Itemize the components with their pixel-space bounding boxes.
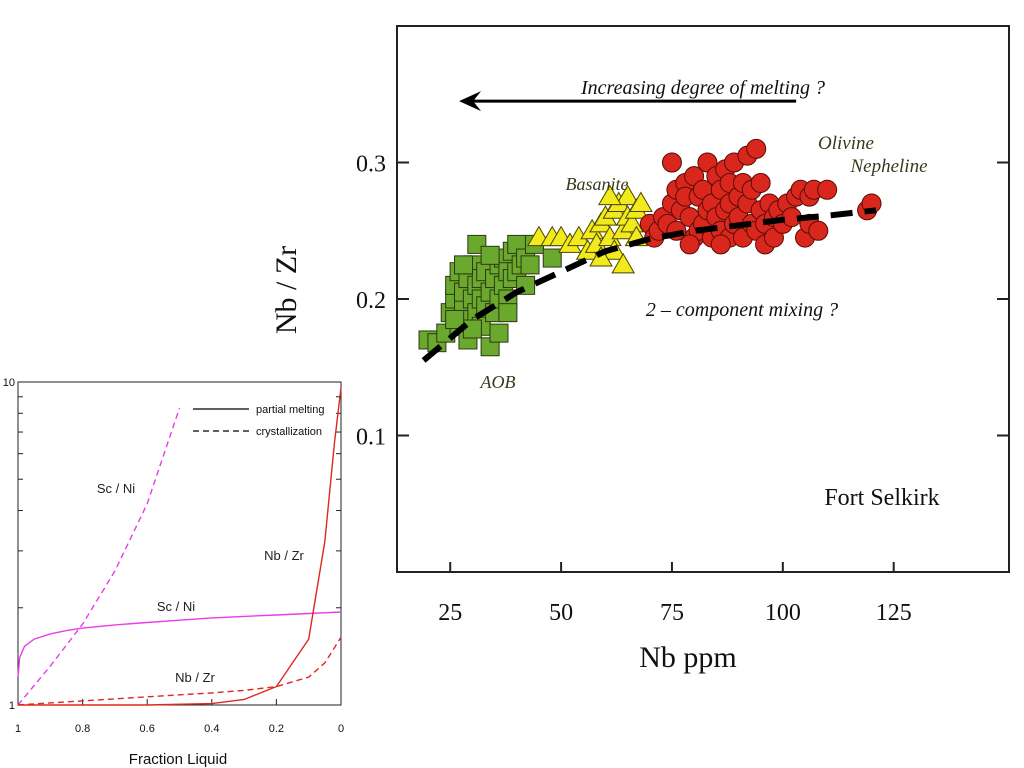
inset-x-axis-title: Fraction Liquid [129,751,227,768]
legend-crystallization: crystallization [256,426,322,438]
basanite-point [629,191,653,212]
basanite-point [611,252,636,274]
main-x-tick-label: 75 [660,600,684,626]
inset-chart: 1 0.8 0.6 0.4 0.2 0 1 10 partial melting crysta… [3,377,344,768]
nb-zr-solid-curve [18,387,342,706]
sc-ni-dashed-label: Sc / Ni [97,481,135,496]
aob-point [462,319,482,339]
aob-label: AOB [480,372,516,392]
location-label: Fort Selkirk [824,485,939,511]
aob-point [520,255,540,275]
nepheline-point [750,172,771,193]
nepheline-point [679,234,700,255]
inset-y-tick-label: 1 [9,700,15,712]
nepheline-label: Nepheline [849,156,927,177]
inset-x-tick-label: 0.6 [140,723,155,735]
main-y-tick-label: 0.3 [356,152,386,178]
aob-point [445,309,465,329]
nb-zr-dashed-label: Nb / Zr [175,670,215,685]
main-data-points [418,138,882,357]
sc-ni-solid-curve [17,611,342,678]
main-x-tick-label: 50 [549,600,573,626]
inset-y-tick-label: 10 [3,377,15,389]
aob-point [489,323,509,343]
main-x-tick-label: 100 [765,600,801,626]
inset-x-tick-label: 1 [15,723,21,735]
main-y-tick-label: 0.1 [356,425,386,451]
main-y-tick-label: 0.2 [356,288,386,314]
nepheline-point [661,152,682,173]
sc-ni-dashed-curve [17,407,181,706]
basanite-point [598,184,622,206]
basanite-label: Basanite [566,174,629,194]
nepheline-point [746,138,767,159]
inset-x-tick-label: 0.2 [269,723,284,735]
mixing-trend-line [421,207,877,363]
inset-legend: partial melting crystallization [193,404,324,438]
main-x-tick-label: 25 [438,600,462,626]
basanite-point [615,184,640,206]
basanite-point [620,211,644,233]
mixing-trend [421,207,877,363]
main-chart: 25 50 75 100 125 0.1 0.2 0.3 Increasing degree … [270,25,1010,674]
aob-point [498,303,518,323]
basanite-point [589,246,613,267]
inset-ticks: 1 0.8 0.6 0.4 0.2 0 1 10 [3,377,344,735]
nepheline-point [808,220,829,241]
legend-partial-melting: partial melting [256,404,324,416]
aob-point [542,248,562,268]
arrow-head [459,91,482,112]
main-ticks: 25 50 75 100 125 0.1 0.2 0.3 [356,152,1009,626]
olivine-label: Olivine [818,133,874,154]
nepheline-point [817,179,838,200]
main-x-tick-label: 125 [876,600,912,626]
nb-zr-solid-label: Nb / Zr [264,548,304,563]
melting-arrow [459,91,797,112]
nepheline-point [710,234,731,255]
sc-ni-solid-label: Sc / Ni [157,599,195,614]
aob-point [454,255,474,275]
inset-x-tick-label: 0.4 [204,723,219,735]
aob-point [480,245,500,265]
inset-x-tick-label: 0.8 [75,723,90,735]
mixing-label: 2 – component mixing ? [646,299,838,321]
inset-curves [17,387,342,706]
inset-x-tick-label: 0 [338,723,344,735]
main-x-axis-title: Nb ppm [639,641,737,674]
main-y-axis-title: Nb / Zr [270,246,303,334]
arrow-label: Increasing degree of melting ? [580,77,825,99]
